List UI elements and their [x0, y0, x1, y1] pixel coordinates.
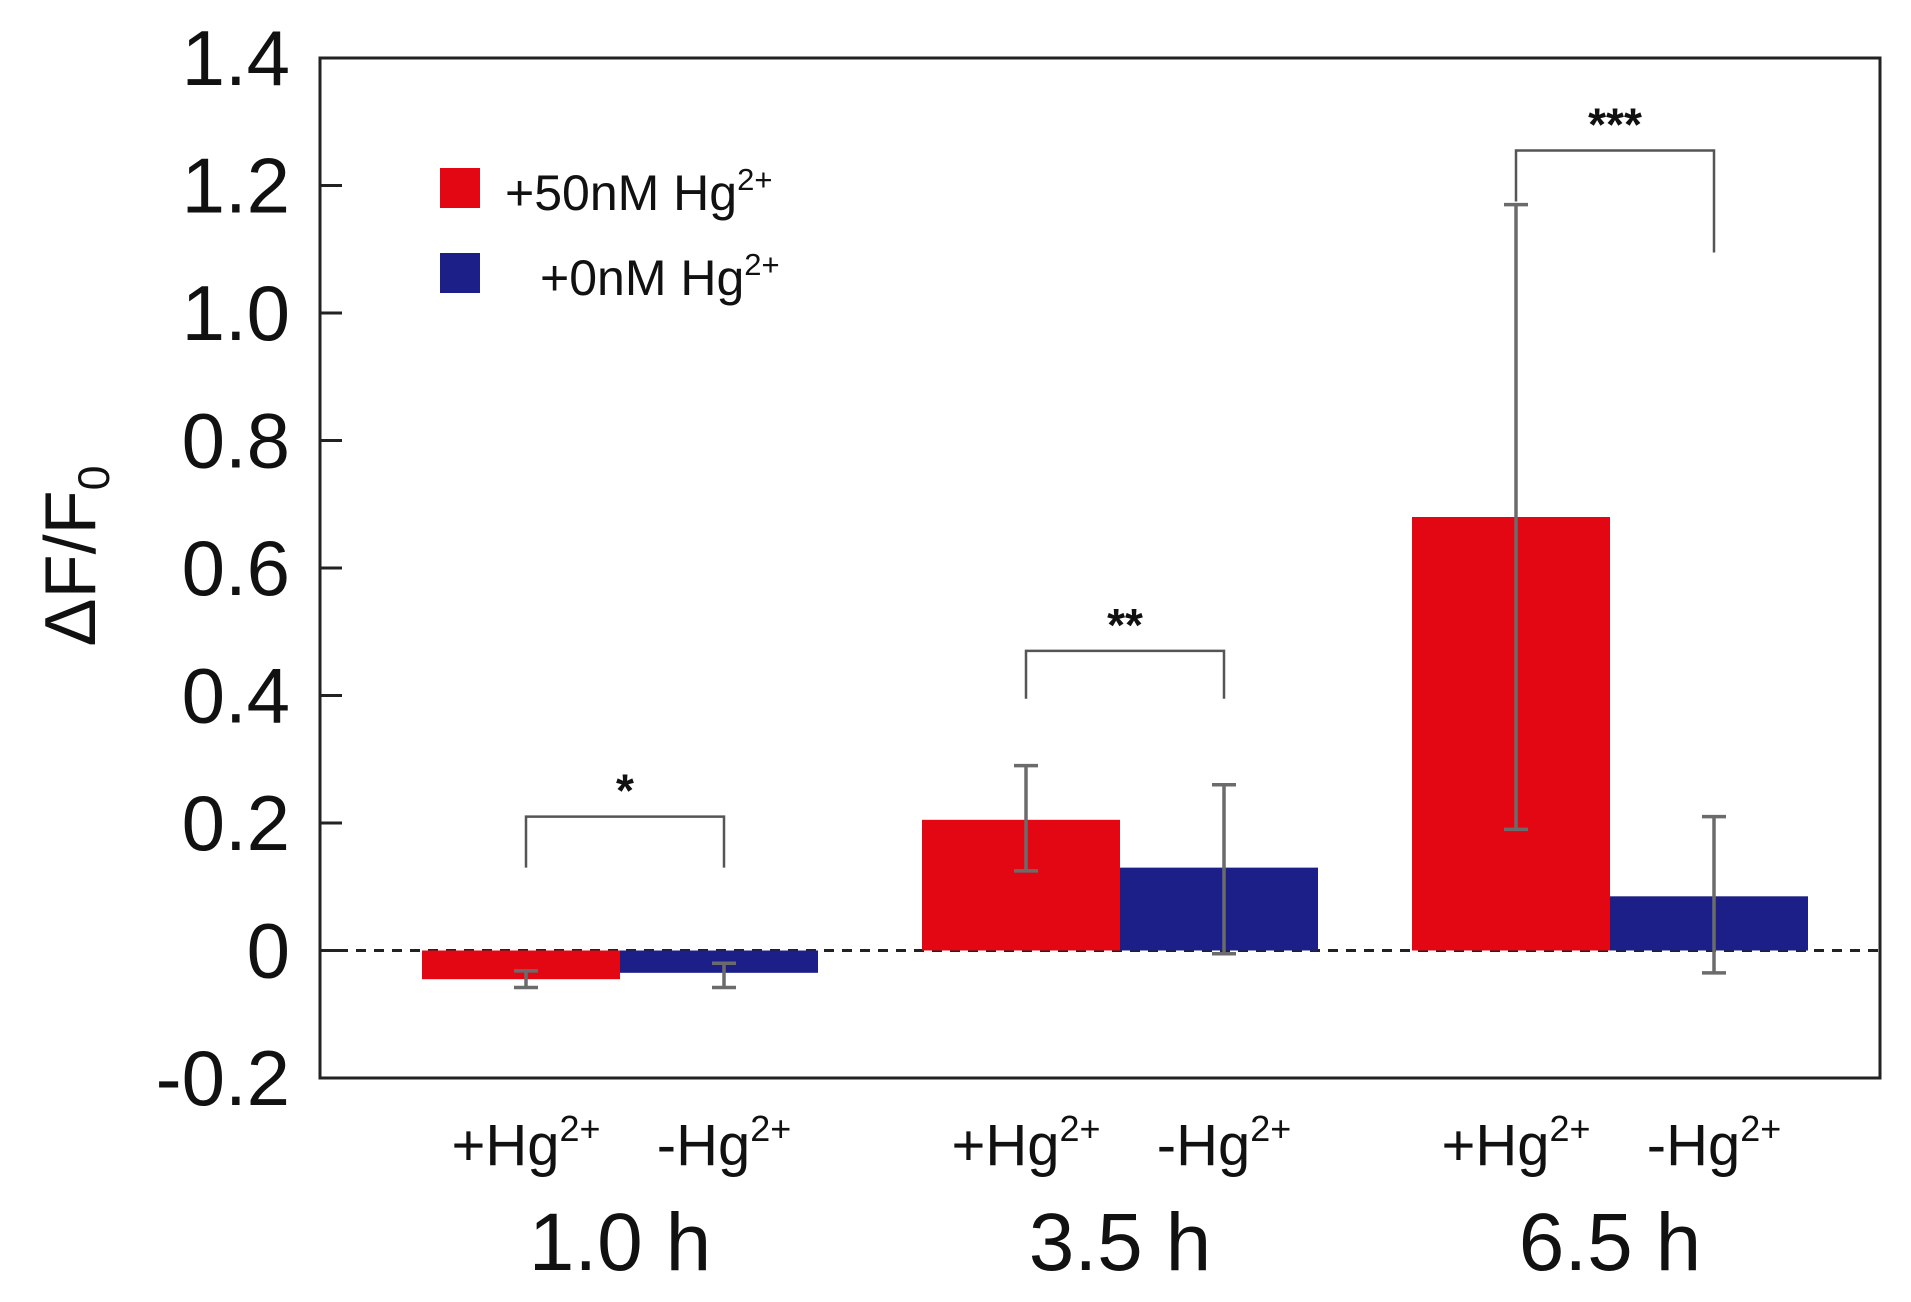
legend-swatch — [440, 168, 480, 208]
legend-label-sup: 2+ — [737, 162, 772, 197]
y-tick-label: -0.2 — [156, 1034, 290, 1122]
subcat-base: +Hg — [1441, 1113, 1549, 1178]
x-axis-labels: +Hg2+ -Hg2+1.0 h+Hg2+ -Hg2+3.5 h+Hg2+ -Hg2+… — [451, 1108, 1781, 1288]
y-tick-label: 0.6 — [182, 524, 290, 612]
y-tick-label: 1.2 — [182, 142, 290, 230]
significance-bracket — [1024, 649, 1226, 699]
significance-bracket — [1514, 149, 1716, 253]
significance-label: *** — [1588, 98, 1642, 150]
category-label: 3.5 h — [1029, 1197, 1211, 1288]
significance-markers: ****** — [524, 98, 1716, 868]
category-label: 6.5 h — [1519, 1197, 1701, 1288]
bar-minus-hg-1 — [1120, 867, 1318, 951]
y-axis-label-subscript: 0 — [70, 466, 119, 491]
y-tick-label: 0 — [247, 907, 290, 995]
subcat-sup: 2+ — [1060, 1108, 1101, 1149]
category-label: 1.0 h — [529, 1197, 711, 1288]
y-tick-label: 0.4 — [182, 652, 290, 740]
legend-label: +50nM Hg2+ — [505, 162, 772, 221]
y-axis-label-main: ΔF/F — [31, 490, 111, 646]
legend-label-main: +0nM Hg — [540, 250, 744, 306]
subcat-base: -Hg — [1157, 1113, 1250, 1178]
y-tick-label: 0.8 — [182, 397, 290, 485]
legend-label: +0nM Hg2+ — [540, 247, 780, 306]
legend-swatch — [440, 253, 480, 293]
subcat-label-minus-hg: -Hg2+ — [1157, 1108, 1291, 1178]
subcat-base: -Hg — [1647, 1113, 1740, 1178]
y-axis: 1.4 1.2 1.0 0.8 0.6 0.4 0.2 0 -0.2 — [156, 14, 342, 1122]
significance-label: * — [616, 765, 634, 817]
y-axis-label: ΔF/F0 — [31, 466, 119, 647]
legend: +50nM Hg2++0nM Hg2+ — [440, 162, 780, 306]
y-tick-label: 0.2 — [182, 779, 290, 867]
subcat-label-plus-hg: +Hg2+ — [1441, 1108, 1590, 1178]
bar-plus-hg-0 — [422, 950, 620, 980]
significance-bracket — [524, 815, 726, 868]
bar-plus-hg-2 — [1412, 517, 1610, 951]
y-tick-label: 1.4 — [182, 14, 290, 102]
subcat-base: +Hg — [451, 1113, 559, 1178]
significance-label: ** — [1107, 599, 1143, 651]
error-bars — [514, 202, 1726, 990]
plot-frame — [318, 56, 1882, 1080]
subcat-label-plus-hg: +Hg2+ — [451, 1108, 600, 1178]
bar-plus-hg-1 — [922, 819, 1120, 951]
subcat-label-minus-hg: -Hg2+ — [1647, 1108, 1781, 1178]
subcat-label-plus-hg: +Hg2+ — [951, 1108, 1100, 1178]
subcat-label-minus-hg: -Hg2+ — [657, 1108, 791, 1178]
subcat-sup: 2+ — [750, 1108, 791, 1149]
legend-label-main: +50nM Hg — [505, 165, 737, 221]
subcat-base: +Hg — [951, 1113, 1059, 1178]
subcat-sup: 2+ — [1250, 1108, 1291, 1149]
subcat-sup: 2+ — [1740, 1108, 1781, 1149]
legend-label-sup: 2+ — [744, 247, 779, 282]
y-tick-label: 1.0 — [182, 269, 290, 357]
subcat-sup: 2+ — [560, 1108, 601, 1149]
bar-minus-hg-2 — [1610, 896, 1808, 951]
subcat-base: -Hg — [657, 1113, 750, 1178]
bars — [422, 517, 1808, 980]
subcat-sup: 2+ — [1550, 1108, 1591, 1149]
